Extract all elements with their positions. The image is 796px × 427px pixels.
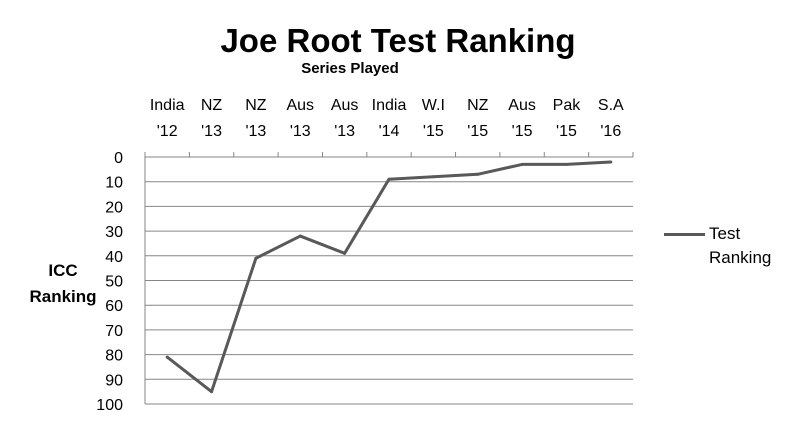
- x-tick-label: '15: [423, 123, 444, 140]
- y-axis-label: ICC Ranking: [28, 258, 98, 310]
- x-tick-labels: India '12 NZ '13 NZ '13 Aus '13 Aus '13 India '14 W.…: [150, 97, 624, 140]
- y-tick-label: 50: [105, 274, 123, 291]
- x-tick-label: Aus: [331, 97, 359, 114]
- x-tick-label: India: [372, 97, 407, 114]
- x-tick-label: '16: [600, 123, 621, 140]
- data-point: [564, 162, 568, 166]
- x-tick-label: NZ: [201, 97, 223, 114]
- x-tick-label: NZ: [245, 97, 267, 114]
- data-point: [298, 234, 302, 238]
- x-tick-label: '13: [245, 123, 266, 140]
- y-tick-label: 0: [114, 150, 123, 167]
- x-tick-label: Aus: [286, 97, 314, 114]
- x-tick-label: India: [150, 97, 185, 114]
- y-tick-label: 100: [96, 397, 123, 414]
- x-tick-label: W.I: [422, 97, 445, 114]
- y-tick-label: 80: [105, 348, 123, 365]
- x-tick-label: '15: [512, 123, 533, 140]
- x-tick-label: '15: [556, 123, 577, 140]
- x-tick-label: NZ: [467, 97, 489, 114]
- x-tick-label: '15: [467, 123, 488, 140]
- x-tick-label: '14: [379, 123, 400, 140]
- data-point: [520, 162, 524, 166]
- legend-label-line2: Ranking: [709, 248, 772, 267]
- data-point: [165, 355, 169, 359]
- y-tick-label: 90: [105, 372, 123, 389]
- x-tick-label: S.A: [598, 97, 624, 114]
- data-point: [387, 177, 391, 181]
- data-point: [609, 160, 613, 164]
- y-axis-label-line1: ICC: [48, 261, 78, 280]
- legend-label-line1: Test: [709, 224, 741, 243]
- y-tick-label: 70: [105, 323, 123, 340]
- x-tick-label: Aus: [508, 97, 536, 114]
- chart-title: Joe Root Test Ranking: [220, 22, 576, 59]
- gridlines: [144, 152, 634, 405]
- x-tick-label: '13: [201, 123, 222, 140]
- data-point: [254, 256, 258, 260]
- x-axis-label: Series Played: [301, 60, 399, 77]
- y-tick-labels: 0 10 20 30 40 50 60 70 80 90 100: [96, 150, 123, 414]
- data-point: [343, 251, 347, 255]
- y-tick-label: 10: [105, 175, 123, 192]
- x-tick-label: '13: [290, 123, 311, 140]
- data-point: [476, 172, 480, 176]
- x-tick-label: '12: [157, 123, 178, 140]
- legend-label: Test Ranking: [709, 222, 789, 270]
- series-group: [165, 160, 613, 394]
- data-point: [210, 390, 214, 394]
- y-tick-label: 60: [105, 298, 123, 315]
- data-point: [431, 175, 435, 179]
- y-tick-label: 40: [105, 249, 123, 266]
- y-tick-label: 30: [105, 224, 123, 241]
- y-tick-label: 20: [105, 199, 123, 216]
- series-line: [166, 160, 611, 394]
- x-tick-label: Pak: [553, 97, 582, 114]
- x-tick-label: '13: [334, 123, 355, 140]
- y-axis-label-line2: Ranking: [29, 287, 97, 306]
- legend-swatch: [664, 233, 705, 236]
